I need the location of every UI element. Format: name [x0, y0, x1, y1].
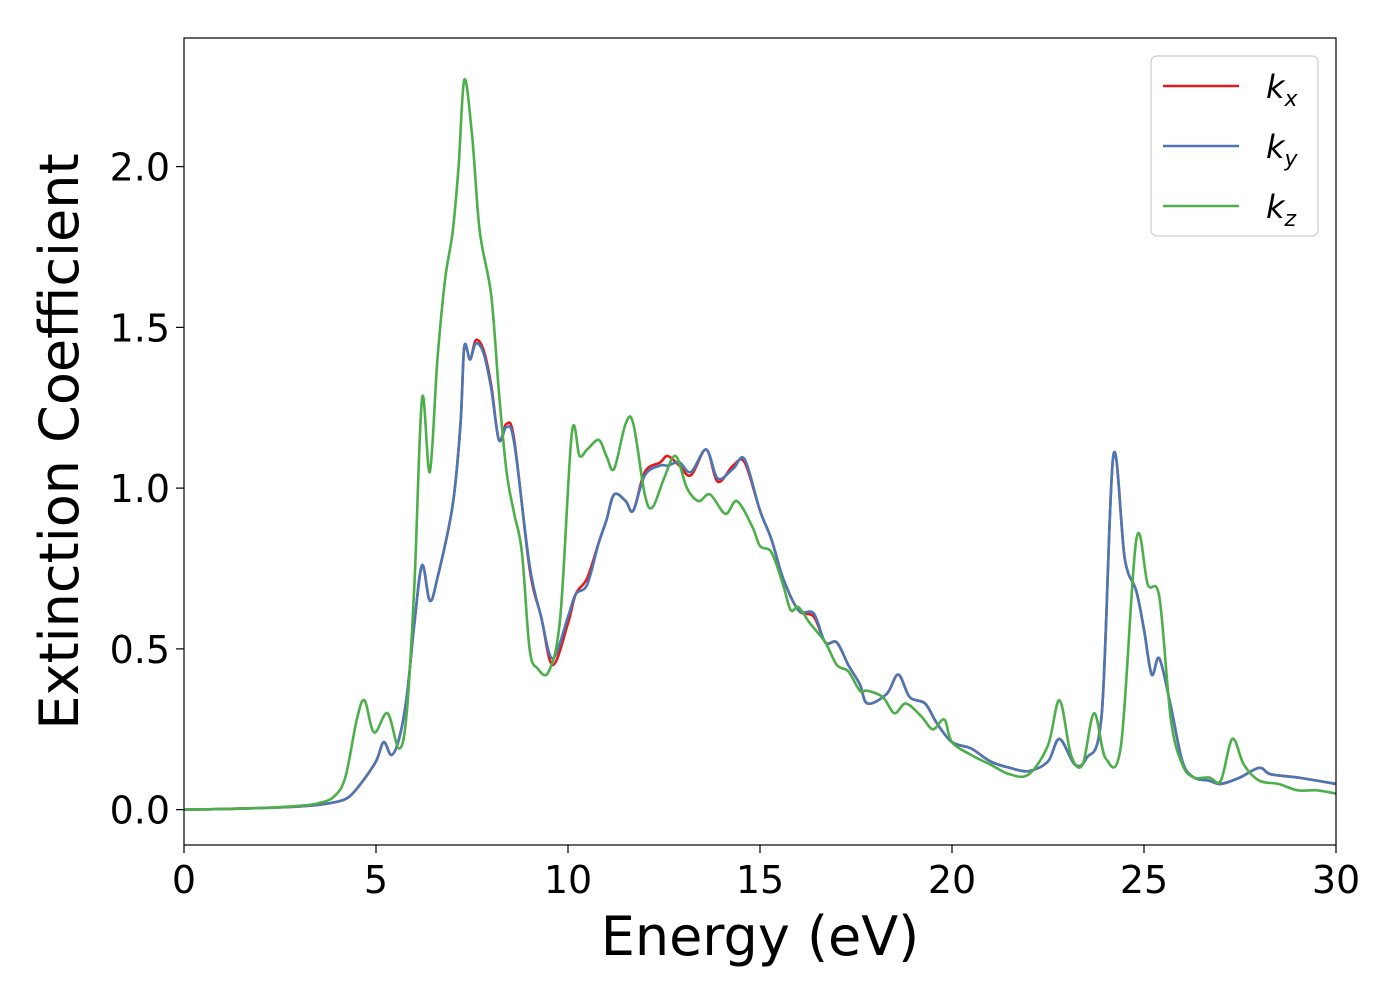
legend-label-k-x: kx [1266, 68, 1299, 112]
y-tick-label: 1.0 [110, 467, 170, 511]
series-line-k-z [184, 78, 1336, 811]
x-tick-label: 25 [1120, 858, 1168, 902]
x-tick-label: 10 [544, 858, 592, 902]
x-tick-label: 0 [172, 858, 196, 902]
series-lines [184, 78, 1336, 811]
y-axis: 0.0 0.5 1.0 1.5 2.0 [110, 146, 184, 833]
series-line-k-x [184, 338, 1336, 811]
y-tick-label: 2.0 [110, 146, 170, 190]
y-tick-label: 1.5 [110, 306, 170, 350]
y-axis-title: Extinction Coefficient [28, 153, 91, 729]
x-tick-label: 5 [364, 858, 388, 902]
legend-label-k-y: ky [1266, 128, 1299, 172]
x-tick-label: 30 [1312, 858, 1360, 902]
series-line-k-y [184, 341, 1336, 811]
x-axis-title: Energy (eV) [601, 905, 920, 968]
y-tick-label: 0.5 [110, 628, 170, 672]
y-tick-label: 0.0 [110, 789, 170, 833]
x-axis: 0 5 10 15 20 25 30 [172, 845, 1360, 902]
x-tick-label: 20 [928, 858, 976, 902]
x-tick-label: 15 [736, 858, 784, 902]
